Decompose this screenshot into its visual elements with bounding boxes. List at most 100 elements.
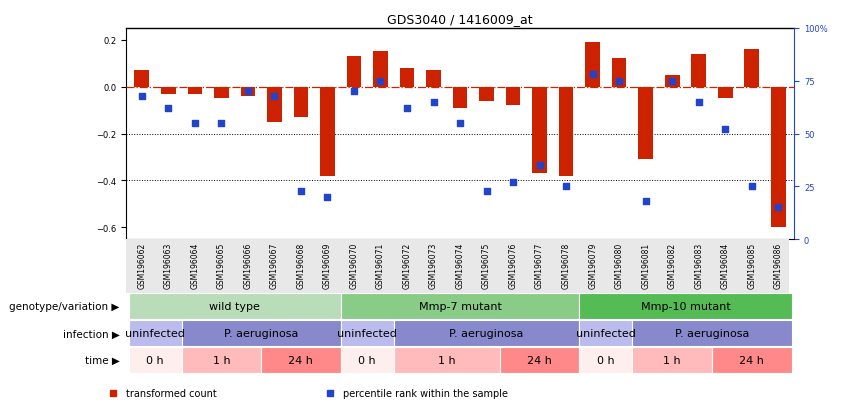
Text: GSM196085: GSM196085 [747, 242, 756, 288]
Point [214, 121, 228, 127]
Text: time ▶: time ▶ [85, 355, 120, 366]
Text: 0 h: 0 h [358, 355, 376, 366]
Bar [580, 294, 792, 320]
Bar [580, 320, 633, 347]
Bar [559, 88, 574, 176]
Point [161, 106, 175, 112]
Bar [506, 88, 521, 106]
Text: GSM196075: GSM196075 [482, 242, 491, 289]
Bar [261, 347, 340, 373]
Bar [128, 320, 181, 347]
Text: GSM196079: GSM196079 [589, 242, 597, 289]
Bar [633, 320, 792, 347]
Text: GSM196072: GSM196072 [403, 242, 411, 288]
Point [692, 99, 706, 106]
Text: GSM196082: GSM196082 [667, 242, 677, 288]
Point [373, 78, 387, 85]
Bar [346, 57, 361, 88]
Bar [181, 320, 340, 347]
Text: GSM196073: GSM196073 [429, 242, 438, 289]
Text: GSM196065: GSM196065 [217, 242, 226, 289]
Text: uninfected: uninfected [576, 328, 636, 339]
Text: GSM196074: GSM196074 [456, 242, 464, 289]
Bar [135, 71, 149, 88]
Bar [771, 88, 786, 228]
Bar [665, 76, 680, 88]
Text: GSM196067: GSM196067 [270, 242, 279, 289]
Text: GSM196066: GSM196066 [243, 242, 253, 289]
Point [612, 78, 626, 85]
Text: Mmp-10 mutant: Mmp-10 mutant [641, 301, 730, 312]
Bar [340, 347, 394, 373]
Bar [128, 294, 340, 320]
Text: 1 h: 1 h [213, 355, 230, 366]
Point [719, 127, 733, 133]
Text: GSM196063: GSM196063 [164, 242, 173, 289]
Bar [712, 347, 792, 373]
Bar [181, 347, 261, 373]
Bar [612, 59, 627, 88]
Bar [340, 320, 394, 347]
Point [559, 183, 573, 190]
Bar [320, 88, 335, 176]
Text: 0 h: 0 h [597, 355, 615, 366]
Point [639, 198, 653, 205]
Text: 24 h: 24 h [527, 355, 552, 366]
Bar [453, 88, 467, 109]
Text: P. aeruginosa: P. aeruginosa [450, 328, 523, 339]
Text: GSM196071: GSM196071 [376, 242, 385, 288]
Point [241, 89, 255, 95]
Text: 0 h: 0 h [146, 355, 164, 366]
Text: GSM196084: GSM196084 [720, 242, 730, 288]
Text: GSM196076: GSM196076 [509, 242, 517, 289]
Text: P. aeruginosa: P. aeruginosa [674, 328, 749, 339]
Bar [340, 294, 579, 320]
Point [665, 78, 679, 85]
Bar [240, 88, 255, 97]
Text: Mmp-7 mutant: Mmp-7 mutant [418, 301, 502, 312]
Text: 24 h: 24 h [740, 355, 764, 366]
Text: GSM196070: GSM196070 [350, 242, 358, 289]
Bar [293, 88, 308, 118]
Point [187, 121, 201, 127]
Bar [399, 69, 414, 88]
Bar [633, 347, 712, 373]
Text: uninfected: uninfected [125, 328, 185, 339]
Bar [394, 347, 500, 373]
Point [135, 93, 148, 100]
Bar [426, 71, 441, 88]
Text: GSM196086: GSM196086 [773, 242, 783, 288]
Bar [745, 50, 760, 88]
Bar [479, 88, 494, 102]
Bar [161, 88, 175, 95]
Bar [500, 347, 580, 373]
Bar [692, 55, 706, 88]
Point [267, 93, 281, 100]
Text: GSM196083: GSM196083 [694, 242, 703, 288]
Title: GDS3040 / 1416009_at: GDS3040 / 1416009_at [387, 13, 533, 26]
Text: GSM196081: GSM196081 [641, 242, 650, 288]
Text: infection ▶: infection ▶ [62, 328, 120, 339]
Bar [532, 88, 547, 174]
Point [772, 205, 786, 211]
Point [586, 72, 600, 78]
Point [480, 188, 494, 195]
Text: genotype/variation ▶: genotype/variation ▶ [10, 301, 120, 312]
Bar [267, 88, 282, 123]
Text: GSM196077: GSM196077 [535, 242, 544, 289]
Point [506, 179, 520, 186]
Point [426, 99, 440, 106]
Bar [638, 88, 653, 160]
Text: GSM196068: GSM196068 [296, 242, 306, 288]
Text: 1 h: 1 h [663, 355, 681, 366]
Bar [394, 320, 580, 347]
Bar [585, 43, 600, 88]
Point [347, 89, 361, 95]
Point [294, 188, 308, 195]
Text: P. aeruginosa: P. aeruginosa [224, 328, 299, 339]
Bar [373, 52, 388, 88]
Point [533, 163, 547, 169]
Bar [187, 88, 202, 95]
Text: GSM196069: GSM196069 [323, 242, 332, 289]
Text: GSM196064: GSM196064 [190, 242, 200, 289]
